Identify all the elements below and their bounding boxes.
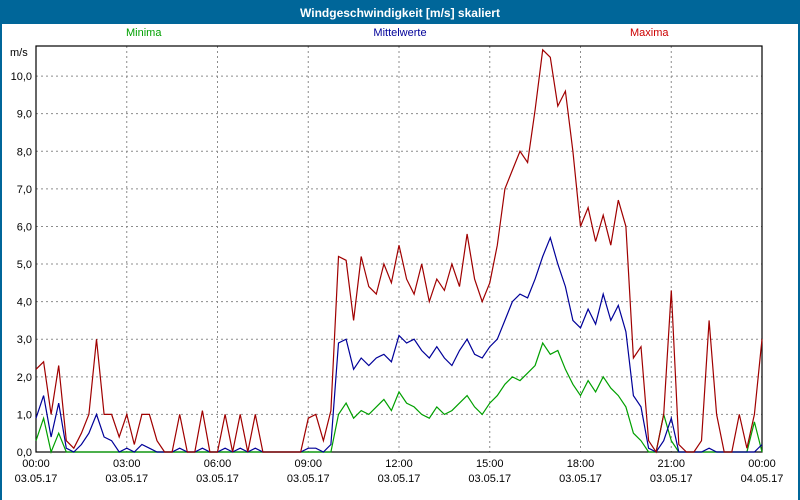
svg-text:03.05.17: 03.05.17 (105, 473, 148, 485)
chart-legend: Minima Mittelwerte Maxima (2, 24, 798, 42)
legend-item-minima: Minima (126, 27, 162, 39)
svg-text:10,0: 10,0 (11, 71, 32, 83)
svg-text:7,0: 7,0 (17, 184, 32, 196)
svg-text:06:00: 06:00 (204, 458, 232, 470)
svg-text:03:00: 03:00 (113, 458, 141, 470)
svg-text:5,0: 5,0 (17, 259, 32, 271)
svg-text:04.05.17: 04.05.17 (741, 473, 784, 485)
svg-text:6,0: 6,0 (17, 221, 32, 233)
svg-text:18:00: 18:00 (567, 458, 595, 470)
svg-text:00:00: 00:00 (748, 458, 776, 470)
svg-text:8,0: 8,0 (17, 146, 32, 158)
svg-text:03.05.17: 03.05.17 (287, 473, 330, 485)
svg-text:3,0: 3,0 (17, 334, 32, 346)
svg-text:m/s: m/s (10, 47, 28, 59)
svg-text:03.05.17: 03.05.17 (378, 473, 421, 485)
svg-text:03.05.17: 03.05.17 (650, 473, 693, 485)
chart-plot-area: 00:00 03.05.17 03:00 03.05.17 06:00 03.05.17 0… (2, 42, 798, 500)
svg-text:15:00: 15:00 (476, 458, 504, 470)
svg-text:9,0: 9,0 (17, 109, 32, 121)
svg-text:03.05.17: 03.05.17 (559, 473, 602, 485)
window-title: Windgeschwindigkeit [m/s] skaliert (2, 2, 798, 24)
svg-text:03.05.17: 03.05.17 (15, 473, 58, 485)
svg-text:03.05.17: 03.05.17 (196, 473, 239, 485)
svg-text:00:00: 00:00 (22, 458, 50, 470)
svg-text:12:00: 12:00 (385, 458, 413, 470)
svg-text:09:00: 09:00 (294, 458, 322, 470)
svg-text:03.05.17: 03.05.17 (468, 473, 511, 485)
legend-item-maxima: Maxima (630, 27, 669, 39)
svg-text:21:00: 21:00 (657, 458, 685, 470)
wind-speed-line-chart: 00:00 03.05.17 03:00 03.05.17 06:00 03.05.17 0… (10, 45, 784, 485)
svg-text:2,0: 2,0 (17, 372, 32, 384)
svg-text:4,0: 4,0 (17, 297, 32, 309)
svg-text:1,0: 1,0 (17, 409, 32, 421)
legend-item-mittelwerte: Mittelwerte (373, 27, 427, 39)
svg-text:0,0: 0,0 (17, 447, 32, 459)
